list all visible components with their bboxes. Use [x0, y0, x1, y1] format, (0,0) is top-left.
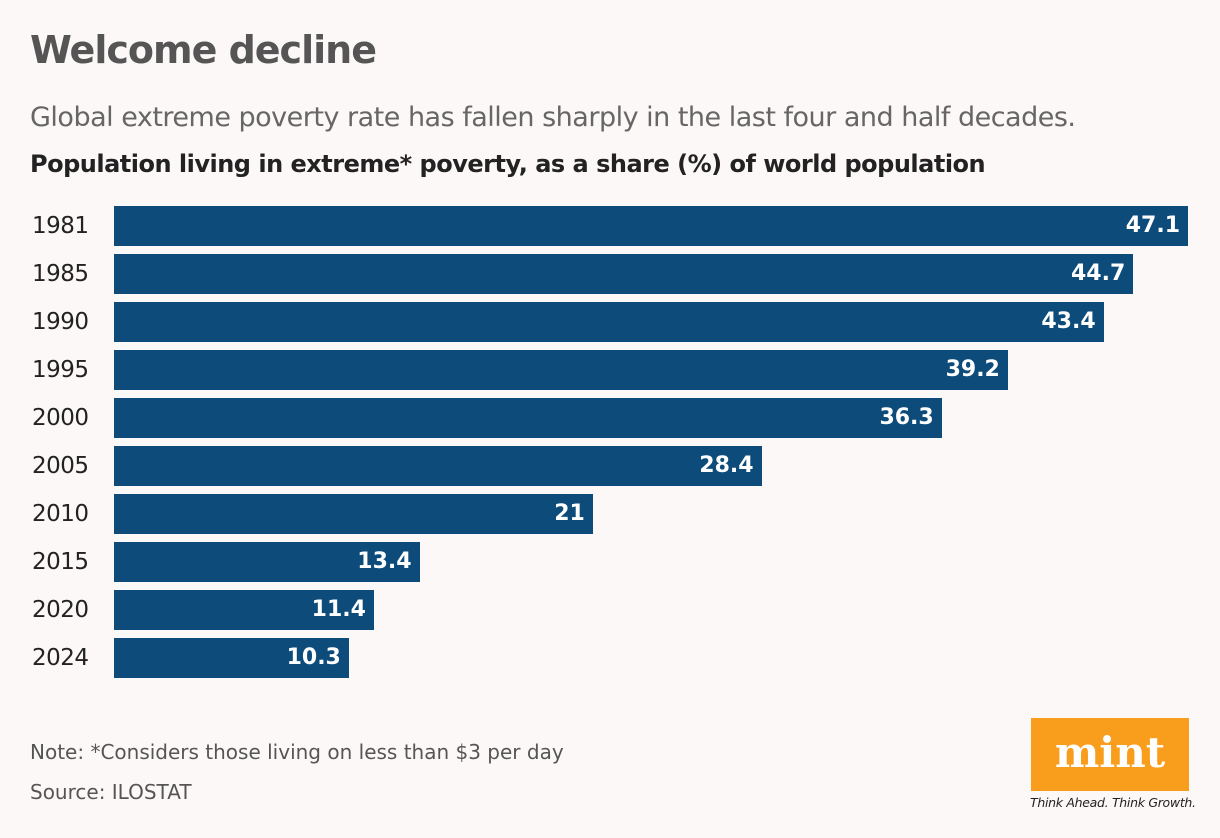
data-label: 13.4	[357, 549, 412, 574]
category-label: 1990	[32, 309, 89, 335]
category-label: 2024	[32, 645, 89, 671]
data-label: 10.3	[286, 645, 341, 670]
chart-title: Population living in extreme* poverty, a…	[30, 150, 986, 178]
bar	[114, 206, 1188, 246]
footnote: Note: *Considers those living on less th…	[30, 740, 564, 764]
bar	[114, 446, 762, 486]
bar	[114, 590, 374, 630]
logo-tagline: Think Ahead. Think Growth.	[1030, 795, 1196, 810]
data-label: 44.7	[1070, 261, 1126, 286]
bar	[114, 350, 1008, 390]
data-label: 47.1	[1125, 213, 1180, 238]
category-label: 2020	[32, 597, 89, 623]
data-label: 39.2	[945, 357, 1000, 382]
subtitle: Global extreme poverty rate has fallen s…	[30, 102, 1076, 133]
headline: Welcome decline	[30, 28, 377, 72]
bar	[114, 398, 942, 438]
bar	[114, 542, 420, 582]
data-label: 28.4	[699, 453, 754, 478]
data-label: 43.4	[1041, 309, 1096, 334]
category-label: 2015	[32, 549, 89, 575]
data-label: 11.4	[311, 597, 366, 622]
bar	[114, 254, 1134, 294]
bar	[114, 494, 593, 534]
data-label: 36.3	[879, 405, 934, 430]
category-label: 1981	[32, 213, 89, 239]
mint-logo: mint	[1031, 718, 1189, 791]
source: Source: ILOSTAT	[30, 780, 192, 804]
data-label: 21	[554, 501, 585, 526]
category-label: 1995	[32, 357, 89, 383]
bar	[114, 302, 1104, 342]
category-label: 1985	[32, 261, 89, 287]
category-label: 2000	[32, 405, 89, 431]
category-label: 2005	[32, 453, 89, 479]
category-label: 2010	[32, 501, 89, 527]
bar	[114, 638, 349, 678]
